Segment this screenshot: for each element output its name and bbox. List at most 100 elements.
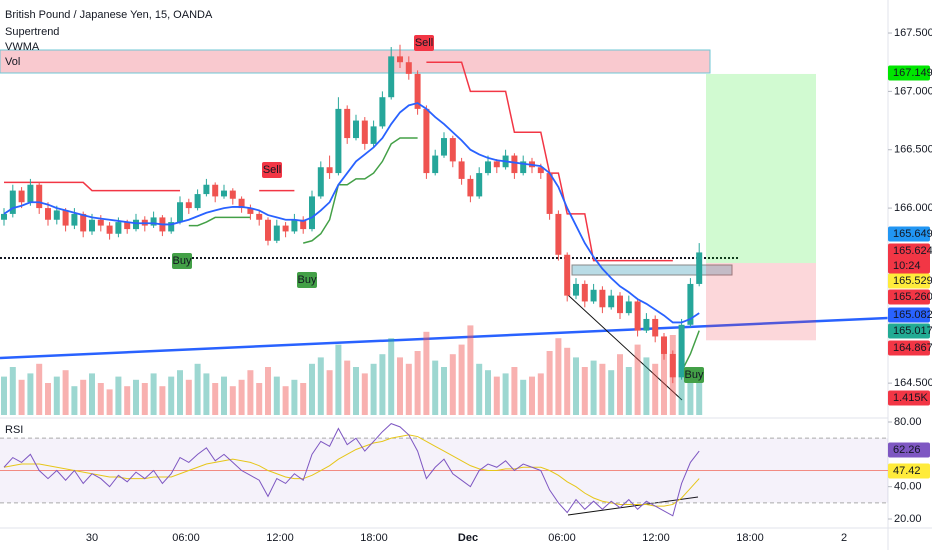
signal-label: Buy: [298, 274, 317, 286]
candle-body: [388, 56, 395, 98]
candle-body: [45, 208, 51, 220]
y-tick-label: 167.500: [894, 27, 932, 39]
volume-bar: [300, 383, 307, 415]
volume-bar: [80, 379, 87, 415]
candle-body: [458, 161, 465, 179]
candle-body: [625, 301, 632, 314]
volume-bar: [247, 370, 254, 415]
volume-bar: [388, 338, 395, 415]
candle-body: [282, 225, 289, 232]
candle-body: [203, 184, 210, 195]
volume-bar: [687, 367, 694, 415]
candle-body: [599, 289, 606, 308]
volume-bar: [599, 363, 606, 415]
volume-bar: [361, 373, 368, 415]
candle-body: [256, 213, 263, 220]
y-tick-label: 164.500: [894, 377, 932, 389]
volume-bar: [353, 367, 359, 415]
trend-line: [0, 316, 889, 360]
volume-bar: [414, 351, 421, 415]
price-tag-label: 165.624: [893, 245, 932, 257]
candle-body: [379, 97, 386, 127]
candle-body: [291, 219, 298, 232]
candle-body: [300, 219, 307, 230]
volume-bar: [27, 373, 34, 415]
volume-bar: [71, 386, 78, 415]
volume-bar: [168, 376, 175, 415]
candle-body: [229, 190, 236, 199]
volume-bar: [36, 363, 43, 415]
volume-bar: [106, 389, 113, 415]
price-tag-label: 165.017: [893, 325, 932, 337]
price-tag-label: 1.415K: [893, 392, 929, 404]
volume-bar: [9, 367, 16, 415]
volume-bar: [564, 347, 571, 415]
signal-badge: [414, 35, 434, 51]
volume-bar: [529, 376, 535, 415]
candle-body: [344, 108, 351, 139]
volume-bar: [573, 357, 579, 415]
signal-label: Sell: [263, 164, 281, 176]
candle-body: [432, 155, 439, 174]
volume-bar: [317, 357, 324, 415]
candle-body: [9, 190, 16, 214]
signal-label: Buy: [173, 255, 192, 267]
candle-body: [247, 208, 254, 214]
volume-bar: [45, 383, 51, 415]
volume-bar: [212, 383, 219, 415]
stop-zone: [706, 263, 816, 341]
rsi-tick-label: 40.00: [894, 481, 922, 493]
price-tag: [888, 323, 930, 339]
indicator-label: VWMA: [5, 41, 40, 53]
x-tick-label: 06:00: [548, 532, 576, 544]
rsi-tag-label: 47.42: [893, 465, 921, 477]
volume-bar: [238, 379, 245, 415]
candle-body: [414, 73, 421, 109]
vwma-line: [3, 102, 700, 324]
volume-bar: [458, 344, 465, 415]
volume-bar: [194, 363, 201, 415]
price-tag: [888, 390, 930, 406]
volume-bar: [696, 369, 703, 415]
volume-bar: [370, 363, 377, 415]
volume-bar: [150, 373, 157, 415]
volume-bar: [661, 351, 667, 415]
candle-body: [467, 178, 474, 197]
volume-bar: [256, 383, 263, 415]
candle-body: [53, 210, 60, 220]
volume-bar: [423, 331, 430, 415]
candle-body: [476, 173, 483, 197]
candle-body: [397, 56, 403, 63]
candle-body: [687, 283, 694, 325]
candle-body: [124, 222, 131, 230]
volume-bar: [89, 373, 95, 415]
rsi-tag-label: 62.26: [893, 444, 921, 456]
candle-body: [485, 161, 491, 174]
price-tag: [888, 340, 930, 356]
candle-body: [617, 295, 623, 314]
resistance-zone: [0, 49, 711, 74]
volume-bar: [282, 386, 289, 415]
volume-bar: [326, 370, 333, 415]
candle-body: [573, 283, 579, 296]
volume-bar: [397, 357, 403, 415]
volume-bar: [379, 354, 386, 415]
volume-bar: [221, 376, 227, 415]
x-tick-label: 30: [86, 532, 98, 544]
candle-body: [423, 108, 430, 174]
candle-body: [27, 184, 34, 203]
candle-body: [696, 252, 703, 284]
candle-body: [608, 295, 615, 308]
volume-bar: [476, 363, 483, 415]
price-tag-label: 165.529: [893, 275, 932, 287]
supertrend-up: [303, 137, 418, 244]
candle-body: [669, 353, 676, 378]
volume-bar: [590, 360, 597, 415]
price-tag-label: 167.149: [893, 67, 932, 79]
x-tick-label: 06:00: [172, 532, 200, 544]
x-tick-label: 18:00: [736, 532, 764, 544]
price-tag: [888, 289, 930, 305]
volume-bar: [159, 386, 166, 415]
x-tick-label: 2: [841, 532, 847, 544]
arrow-line: [567, 496, 699, 516]
